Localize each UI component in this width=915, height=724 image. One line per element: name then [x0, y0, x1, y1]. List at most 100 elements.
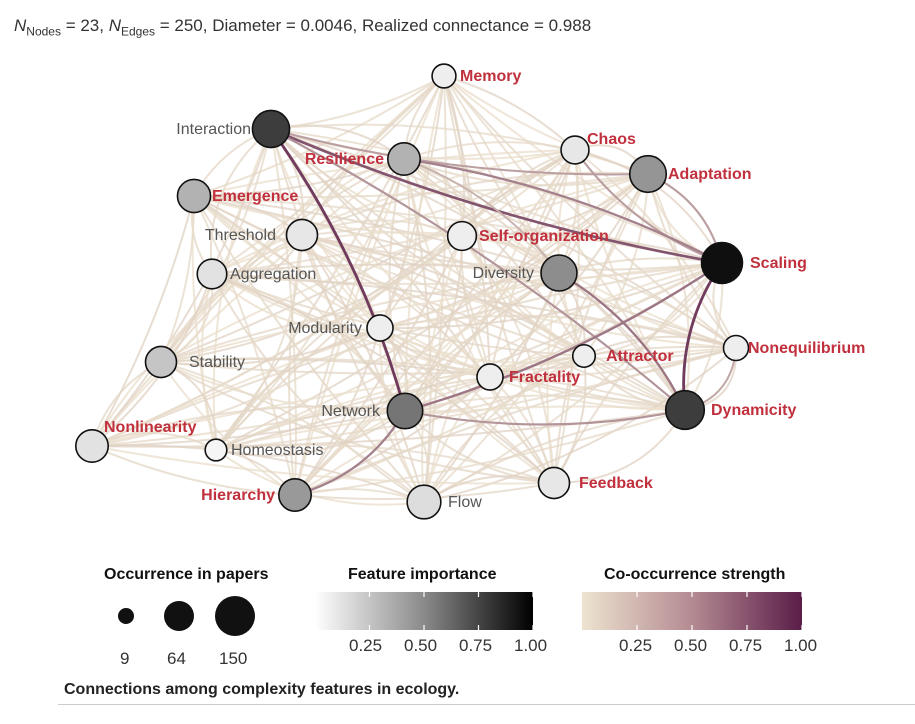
cooccurrence-tick-025: 0.25: [619, 636, 653, 655]
strong-edge-diversity-dynamicity: [558, 271, 687, 411]
n-nodes-subscript: Nodes: [26, 24, 61, 39]
edge-stability-nonequilibrium: [160, 347, 737, 375]
node-layer: Memory Interaction Resilience Chaos Adaptati…: [74, 63, 865, 520]
edge-layer-weak: [91, 75, 738, 506]
edge-emergence-diversity: [193, 195, 560, 274]
node-chaos[interactable]: [560, 135, 590, 165]
edge-nonequilibrium-hierarchy: [294, 347, 737, 496]
edge-layer-strong: [269, 127, 737, 497]
cooccurrence-tick-075: 0.75: [729, 636, 763, 655]
node-label-chaos: Chaos: [587, 131, 636, 148]
node-self-organization[interactable]: [446, 220, 478, 252]
node-emergence[interactable]: [176, 178, 212, 214]
node-fractality[interactable]: [476, 363, 504, 391]
edge-fractality-hierarchy: [294, 376, 491, 496]
edge-network-feedback: [404, 410, 555, 484]
strong-edge-diversity-resilience: [403, 158, 560, 274]
node-nonequilibrium[interactable]: [722, 334, 750, 362]
strong-edge-interaction-dynamicity: [270, 128, 686, 411]
legend-circle-medium: [164, 601, 194, 631]
edge-threshold-diversity: [301, 234, 560, 274]
stats-rest: = 250, Diameter = 0.0046, Realized conne…: [155, 16, 592, 35]
importance-tick-marks: [368, 592, 534, 630]
legend-cooccurrence-bar: [582, 592, 803, 630]
node-label-scaling: Scaling: [750, 255, 807, 272]
edge-aggregation-diversity: [211, 263, 560, 275]
node-threshold[interactable]: [285, 218, 319, 252]
legend-occurrence-title: Occurrence in papers: [104, 566, 269, 583]
node-diversity[interactable]: [540, 254, 578, 292]
edge-resilience-emergence: [193, 158, 405, 197]
node-network[interactable]: [386, 392, 424, 430]
strong-edge-network-dynamicity: [404, 408, 686, 426]
strong-edge-scaling-chaos: [574, 149, 723, 264]
node-label-nonequilibrium: Nonequilibrium: [748, 340, 865, 357]
edge-diversity-nonlinearity: [91, 272, 560, 447]
node-dynamicity[interactable]: [664, 389, 706, 431]
node-homeostasis[interactable]: [204, 438, 228, 462]
edge-aggregation-modularity: [211, 273, 381, 332]
node-label-adaptation: Adaptation: [668, 166, 752, 183]
legend-importance-bar: [315, 592, 534, 630]
node-label-nonlinearity: Nonlinearity: [104, 419, 197, 436]
importance-tick-100: 1.00: [514, 636, 548, 655]
node-label-threshold: Threshold: [205, 227, 276, 244]
node-label-self-organization: Self-organization: [479, 228, 609, 245]
edge-aggregation-homeostasis: [200, 273, 217, 451]
edge-emergence-modularity: [193, 195, 381, 329]
edge-resilience-nonlinearity: [91, 158, 405, 447]
edge-attractor-network: [404, 355, 585, 413]
legend-occurrence-value-1: 9: [120, 649, 130, 668]
node-flow[interactable]: [406, 484, 442, 520]
edge-resilience-modularity: [379, 158, 411, 329]
edge-adaptation-threshold: [301, 171, 649, 236]
node-aggregation[interactable]: [196, 258, 228, 290]
edge-stability-network: [160, 361, 406, 413]
node-scaling[interactable]: [700, 241, 744, 285]
edge-adaptation-stability: [160, 173, 649, 363]
cooccurrence-tick-marks: [636, 592, 803, 630]
legend-circle-large: [215, 596, 255, 636]
importance-tick-050: 0.50: [404, 636, 438, 655]
network-graph: Memory Interaction Resilience Chaos Adaptati…: [74, 63, 865, 520]
edge-emergence-nonlinearity: [91, 195, 195, 447]
edge-modularity-feedback: [379, 327, 555, 484]
edge-scaling-nonlinearity: [91, 262, 723, 447]
strong-edge-interaction-adaptation: [270, 128, 649, 176]
edge-network-dynamicity: [404, 394, 686, 412]
edge-homeostasis-feedback: [215, 443, 555, 484]
legend-occurrence-value-2: 64: [167, 649, 186, 668]
cooccurrence-gradient: [582, 592, 802, 630]
node-hierarchy[interactable]: [277, 477, 313, 513]
node-label-stability: Stability: [189, 354, 245, 371]
node-resilience[interactable]: [386, 141, 422, 177]
node-interaction[interactable]: [251, 109, 291, 149]
node-nonlinearity[interactable]: [74, 428, 110, 464]
edge-diversity-flow: [423, 272, 560, 503]
node-feedback[interactable]: [537, 466, 571, 500]
node-attractor[interactable]: [571, 343, 597, 369]
node-modularity[interactable]: [366, 314, 394, 342]
node-label-hierarchy: Hierarchy: [201, 487, 275, 504]
edge-interaction-aggregation: [209, 128, 272, 275]
edge-attractor-nonequilibrium: [583, 335, 737, 357]
importance-gradient: [315, 592, 533, 630]
node-label-interaction: Interaction: [176, 121, 251, 138]
node-memory[interactable]: [431, 63, 457, 89]
node-label-aggregation: Aggregation: [230, 266, 316, 283]
edge-aggregation-flow: [211, 273, 425, 503]
node-label-network: Network: [321, 403, 381, 420]
edge-modularity-nonlinearity: [91, 327, 381, 447]
node-label-feedback: Feedback: [579, 475, 653, 492]
edge-self-organization-aggregation: [211, 231, 463, 275]
edge-threshold-nonlinearity: [91, 234, 303, 447]
edge-resilience-stability: [160, 158, 405, 363]
edge-adaptation-flow: [423, 173, 649, 503]
node-label-flow: Flow: [448, 494, 482, 511]
legend-importance-title: Feature importance: [348, 566, 497, 583]
edge-stability-hierarchy: [160, 361, 296, 496]
node-adaptation[interactable]: [628, 154, 668, 194]
n-edges-subscript: Edges: [120, 24, 156, 39]
node-stability[interactable]: [144, 345, 178, 379]
strong-edge-interaction-scaling: [270, 127, 723, 265]
